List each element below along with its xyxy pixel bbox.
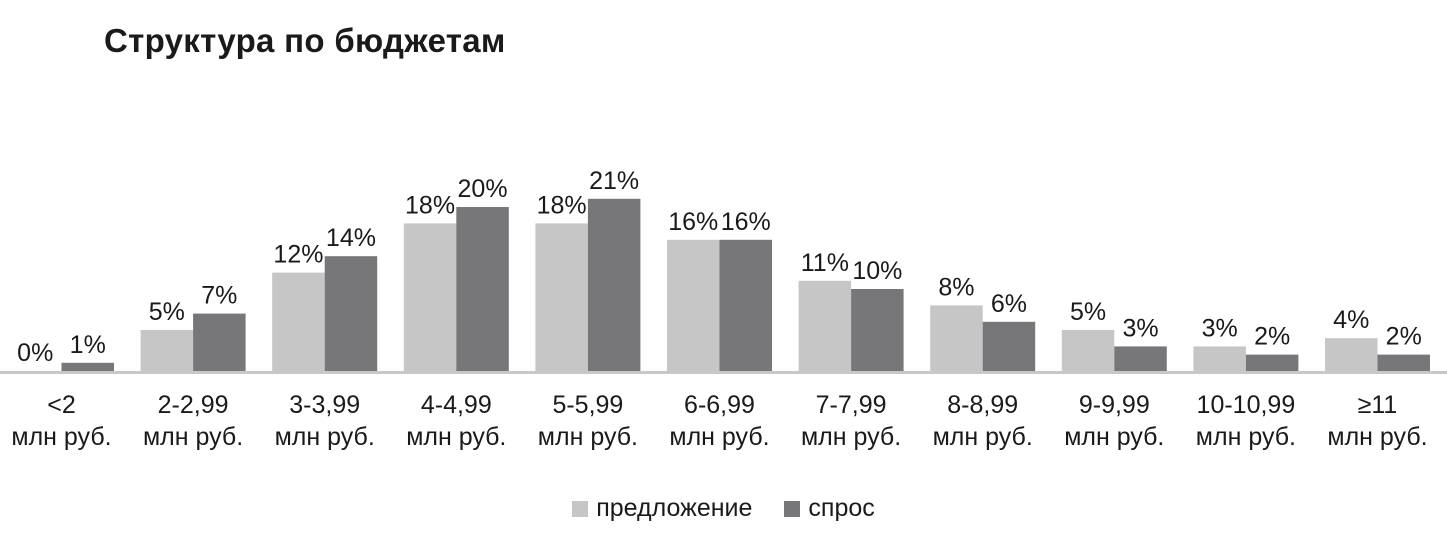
- legend-label-supply: предложение: [596, 494, 753, 522]
- bar-demand: [324, 256, 378, 371]
- data-label-supply: 0%: [17, 339, 53, 367]
- x-tick-label: млн руб.: [669, 423, 769, 451]
- bar-supply: [272, 272, 325, 371]
- data-label-demand: 6%: [991, 290, 1027, 318]
- x-tick-label: млн руб.: [406, 423, 506, 451]
- data-label-demand: 2%: [1254, 323, 1290, 351]
- bar-supply: [403, 223, 457, 371]
- bar-supply: [140, 330, 194, 371]
- bar-demand: [1245, 354, 1299, 371]
- bar-chart: 0% 1% <2 млн руб. 5% 7% 2-2,99 млн руб. 12%14% 3-…: [0, 167, 1447, 451]
- x-tick-label: 2-2,99: [158, 391, 229, 419]
- x-tick-label: млн руб.: [1327, 423, 1427, 451]
- bar-demand: [719, 239, 772, 371]
- x-tick-label: 9-9,99: [1079, 391, 1150, 419]
- bar-demand: [851, 289, 904, 371]
- legend-item-demand: спрос: [784, 494, 875, 523]
- bar-demand: [1377, 354, 1430, 371]
- data-label-supply: 18%: [405, 191, 455, 219]
- data-label-demand: 20%: [458, 175, 508, 203]
- x-tick-label: млн руб.: [143, 423, 243, 451]
- data-label-demand: 1%: [70, 331, 106, 359]
- legend-item-supply: предложение: [572, 494, 752, 523]
- x-tick-label: 6-6,99: [684, 391, 755, 419]
- data-label-demand: 10%: [852, 257, 902, 285]
- data-label-supply: 4%: [1333, 306, 1369, 334]
- bar-supply: [667, 239, 720, 371]
- x-tick-label: 10-10,99: [1197, 391, 1296, 419]
- data-label-demand: 21%: [589, 167, 639, 195]
- x-tick-label: млн руб.: [538, 423, 638, 451]
- bar-demand: [982, 321, 1036, 371]
- bar-demand: [1114, 346, 1167, 371]
- data-label-supply: 12%: [273, 241, 323, 269]
- bar-supply: [1325, 338, 1378, 371]
- data-label-supply: 3%: [1202, 314, 1238, 342]
- x-tick-label: ≥11: [1358, 391, 1398, 419]
- x-tick-label: млн руб.: [1064, 423, 1164, 451]
- x-tick-label: млн руб.: [933, 423, 1033, 451]
- data-label-demand: 2%: [1386, 323, 1422, 351]
- data-label-supply: 8%: [938, 273, 974, 301]
- data-label-supply: 5%: [149, 298, 185, 326]
- data-label-supply: 18%: [537, 191, 587, 219]
- data-label-supply: 16%: [668, 208, 718, 236]
- bar-supply: [798, 280, 852, 371]
- bar-demand: [193, 313, 246, 371]
- chart-title: Структура по бюджетам: [104, 22, 506, 59]
- x-tick-label: 3-3,99: [289, 391, 360, 419]
- data-label-demand: 7%: [201, 282, 237, 310]
- legend: предложение спрос: [0, 494, 1447, 523]
- x-tick-label: 7-7,99: [816, 391, 887, 419]
- data-label-demand: 16%: [721, 208, 771, 236]
- legend-swatch-demand: [784, 500, 801, 517]
- bar-supply: [535, 223, 588, 371]
- data-label-demand: 3%: [1122, 314, 1158, 342]
- x-tick-label: <2: [47, 391, 76, 419]
- bar-supply: [1061, 330, 1115, 371]
- x-tick-label: млн руб.: [275, 423, 375, 451]
- x-tick-label: млн руб.: [11, 423, 111, 451]
- bar-demand: [61, 362, 114, 371]
- bar-demand: [587, 198, 641, 371]
- x-tick-label: 5-5,99: [552, 391, 623, 419]
- bar-supply: [1193, 346, 1246, 371]
- x-tick-label: млн руб.: [1196, 423, 1296, 451]
- legend-label-demand: спрос: [808, 494, 875, 522]
- legend-swatch-supply: [572, 500, 589, 517]
- x-tick-label: млн руб.: [801, 423, 901, 451]
- bar-supply: [930, 305, 983, 371]
- x-tick-label: 8-8,99: [947, 391, 1018, 419]
- bar-demand: [456, 207, 509, 371]
- data-label-supply: 5%: [1070, 298, 1106, 326]
- x-tick-label: 4-4,99: [421, 391, 492, 419]
- data-label-supply: 11%: [801, 249, 849, 277]
- data-label-demand: 14%: [326, 224, 376, 252]
